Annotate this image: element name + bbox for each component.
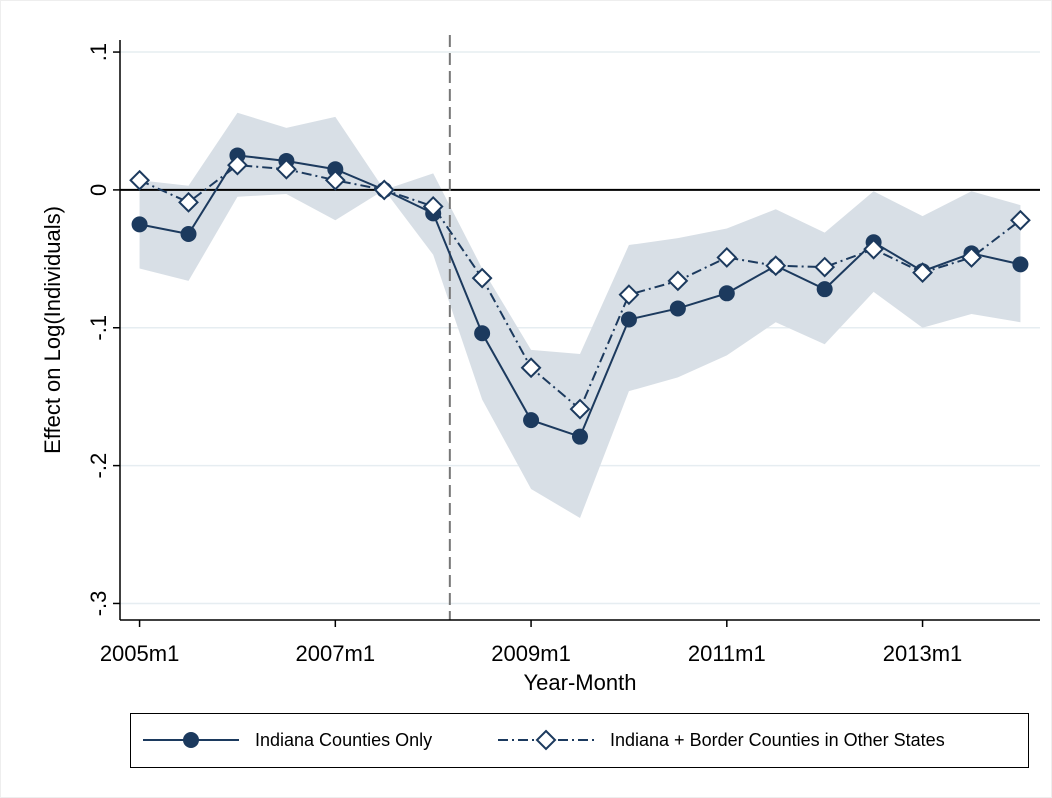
marker	[816, 281, 833, 298]
x-axis-label: Year-Month	[524, 670, 637, 695]
x-tick-label: 2013m1	[883, 641, 963, 666]
marker	[569, 398, 591, 420]
x-tick-label: 2011m1	[688, 641, 766, 666]
y-tick-label: -.3	[86, 591, 111, 617]
marker	[912, 262, 933, 284]
marker	[863, 238, 885, 260]
x-tick-label: 2005m1	[100, 641, 180, 666]
marker	[422, 196, 444, 217]
marker	[129, 169, 150, 191]
marker	[1010, 209, 1031, 231]
marker	[572, 428, 588, 445]
legend-label: Indiana Counties Only	[255, 730, 432, 750]
marker	[324, 169, 346, 191]
y-axis-label: Effect on Log(Individuals)	[40, 206, 65, 454]
marker	[620, 311, 637, 328]
marker	[814, 256, 836, 278]
marker	[474, 325, 491, 342]
marker	[275, 158, 297, 180]
y-tick-label: .1	[86, 43, 111, 61]
marker	[178, 191, 199, 213]
marker	[667, 270, 689, 292]
marker	[716, 247, 738, 268]
marker	[618, 284, 640, 306]
x-tick-label: 2009m1	[491, 641, 571, 666]
y-tick-label: 0	[86, 184, 111, 196]
marker	[131, 216, 148, 233]
marker	[669, 300, 686, 317]
legend-label: Indiana + Border Counties in Other State…	[610, 730, 945, 750]
y-tick-label: -.1	[86, 315, 111, 341]
marker	[373, 179, 395, 201]
marker	[718, 285, 735, 302]
marker	[180, 226, 197, 243]
marker	[1012, 256, 1029, 273]
legend-marker	[183, 732, 199, 748]
marker	[520, 357, 542, 379]
x-tick-label: 2007m1	[296, 641, 376, 666]
marker	[523, 412, 540, 429]
marker	[961, 247, 982, 268]
marker	[471, 267, 493, 289]
legend-marker	[535, 729, 557, 751]
y-tick-label: -.2	[86, 453, 111, 479]
marker	[227, 154, 248, 176]
marker	[327, 161, 344, 178]
marker	[765, 255, 787, 277]
